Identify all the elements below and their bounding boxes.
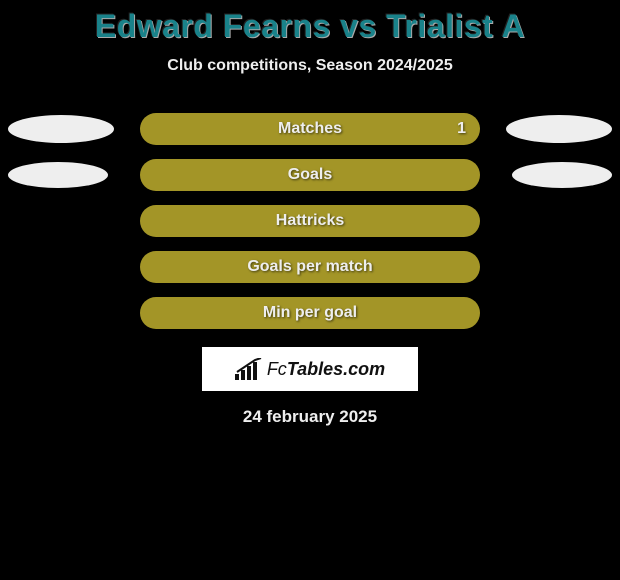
stat-row-goals-per-match: Goals per match <box>0 251 620 283</box>
bars-icon <box>235 358 263 380</box>
stat-label: Min per goal <box>263 304 357 322</box>
stat-bar: Min per goal <box>140 297 480 329</box>
stat-row-goals: Goals <box>0 159 620 191</box>
stat-row-min-per-goal: Min per goal <box>0 297 620 329</box>
subtitle: Club competitions, Season 2024/2025 <box>0 57 620 75</box>
stat-label: Goals <box>288 166 332 184</box>
date: 24 february 2025 <box>0 407 620 427</box>
stat-label: Hattricks <box>276 212 344 230</box>
logo: FcTables.com <box>235 358 385 380</box>
page-title: Edward Fearns vs Trialist A <box>0 8 620 45</box>
stat-value-right: 1 <box>457 120 466 138</box>
stat-label: Goals per match <box>247 258 372 276</box>
stat-row-matches: Matches 1 <box>0 113 620 145</box>
left-ellipse <box>8 162 108 188</box>
right-ellipse <box>512 162 612 188</box>
right-ellipse <box>506 115 612 143</box>
logo-box: FcTables.com <box>202 347 418 391</box>
left-ellipse <box>8 115 114 143</box>
comparison-infographic: Edward Fearns vs Trialist A Club competi… <box>0 0 620 427</box>
stat-bar: Hattricks <box>140 205 480 237</box>
logo-text: FcTables.com <box>267 359 385 380</box>
logo-text-prefix: Fc <box>267 359 287 379</box>
stat-row-hattricks: Hattricks <box>0 205 620 237</box>
stat-rows: Matches 1 Goals Hattricks Goals per matc… <box>0 113 620 329</box>
stat-bar: Matches 1 <box>140 113 480 145</box>
stat-bar: Goals <box>140 159 480 191</box>
logo-text-main: Tables.com <box>287 359 385 379</box>
stat-label: Matches <box>278 120 342 138</box>
stat-bar: Goals per match <box>140 251 480 283</box>
